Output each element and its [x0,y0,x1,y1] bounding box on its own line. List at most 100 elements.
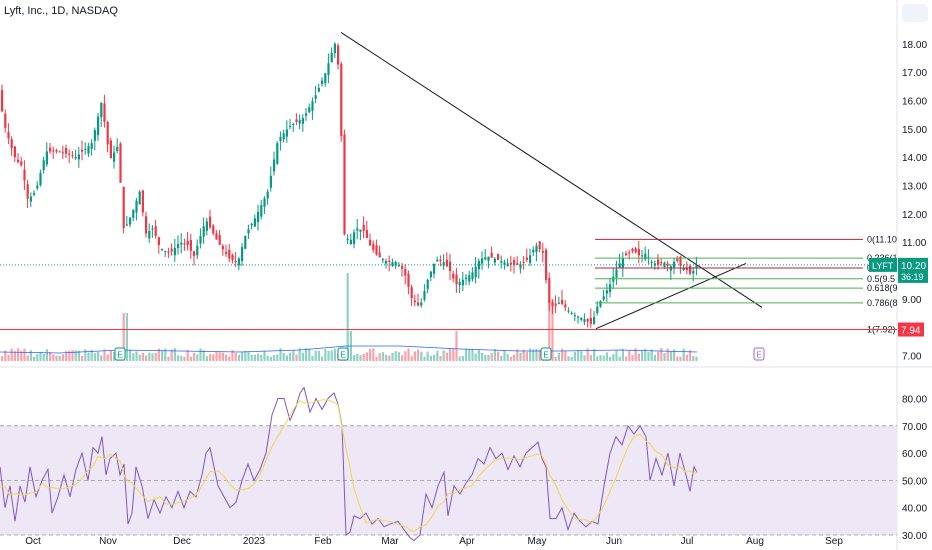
volume-bar [148,352,151,361]
volume-bar [279,348,282,361]
volume-bar [180,355,183,361]
candle-body [541,250,544,253]
volume-bar [225,354,228,361]
candle-body [433,263,436,274]
candle-body [372,244,375,250]
candle-body [81,149,84,152]
volume-bar [586,348,589,361]
candle-body [417,302,420,306]
candle-body [423,291,426,300]
candle-body [573,315,576,317]
candle-body [231,255,234,261]
volume-bar [388,355,391,361]
descending-trendline [340,31,763,308]
volume-bar [58,355,61,361]
candle-body [580,317,583,320]
candle-body [132,209,135,218]
candle-body [317,87,320,92]
volume-bar [308,348,311,361]
volume-bar [1,356,4,361]
volume-bar [497,351,500,361]
time-tick-label: Jul [681,536,694,547]
volume-bar [314,350,317,361]
volume-bar [266,355,269,361]
volume-bar [404,351,407,361]
volume-bar [189,356,192,361]
candle-body [519,264,522,269]
volume-bar [36,353,39,361]
volume-bar [359,355,362,361]
fib-level-label: 0.618(9 [867,283,898,293]
time-tick-label: Sep [825,536,843,547]
volume-bar [33,356,36,361]
candle-body [177,244,180,248]
candle-body [7,131,10,139]
earnings-marker-label: E [543,351,548,360]
volume-bar [263,351,266,361]
candle-body [289,125,292,127]
candle-body [157,237,160,246]
candle-body [468,275,471,282]
candle-body [116,146,119,151]
candle-body [397,265,400,267]
volume-bar [317,350,320,361]
candle-body [122,186,125,229]
volume-bar [234,352,237,361]
volume-bar [87,352,90,361]
volume-bar [666,348,669,361]
candle-body [525,257,528,260]
candle-body [183,243,186,245]
volume-bar [161,350,164,361]
candle-body [257,212,260,223]
volume-bar [378,353,381,361]
volume-bar [13,351,16,361]
price-tick-label: 7.00 [902,352,922,363]
volume-bar [29,350,32,361]
candle-body [145,216,148,234]
candle-body [311,101,314,111]
volume-bar [423,356,426,361]
candle-body [68,153,71,155]
scale-settings-button[interactable] [902,4,928,22]
candle-body [241,247,244,261]
candle-body [173,247,176,256]
price-tick-label: 11.00 [902,238,927,249]
candle-body [141,190,144,213]
volume-bar [487,354,490,361]
candle-body [221,245,224,250]
volume-bar [596,356,599,361]
volume-bar [173,348,176,361]
volume-bar [372,348,375,361]
volume-bar [241,352,244,361]
volume-bar [202,350,205,361]
volume-bar [10,348,13,361]
candle-body [17,159,20,163]
volume-bar [401,355,404,361]
candle-body [465,277,468,279]
symbol-badge [869,257,897,272]
candle-body [161,249,164,251]
candle-body [346,239,349,241]
candle-body [276,143,279,164]
candle-body [548,278,551,304]
volume-bar [122,313,125,361]
candle-body [23,169,26,181]
candle-body [353,232,356,244]
candle-body [381,259,384,261]
candle-body [321,80,324,85]
fib-level-label: 0(11.10 [867,234,897,244]
last-price-value: 10.20 [901,261,926,272]
candle-body [193,251,196,256]
symbol-badge-label: LYFT [872,261,894,271]
candle-body [186,240,189,245]
volume-bar [538,349,541,361]
volume-bar [55,355,58,361]
volume-bar [260,354,263,361]
volume-bar [257,353,260,361]
candle-body [477,260,480,270]
candle-body [202,226,205,237]
candle-body [458,282,461,286]
candle-body [356,228,359,231]
price-tick-label: 17.00 [902,68,927,79]
